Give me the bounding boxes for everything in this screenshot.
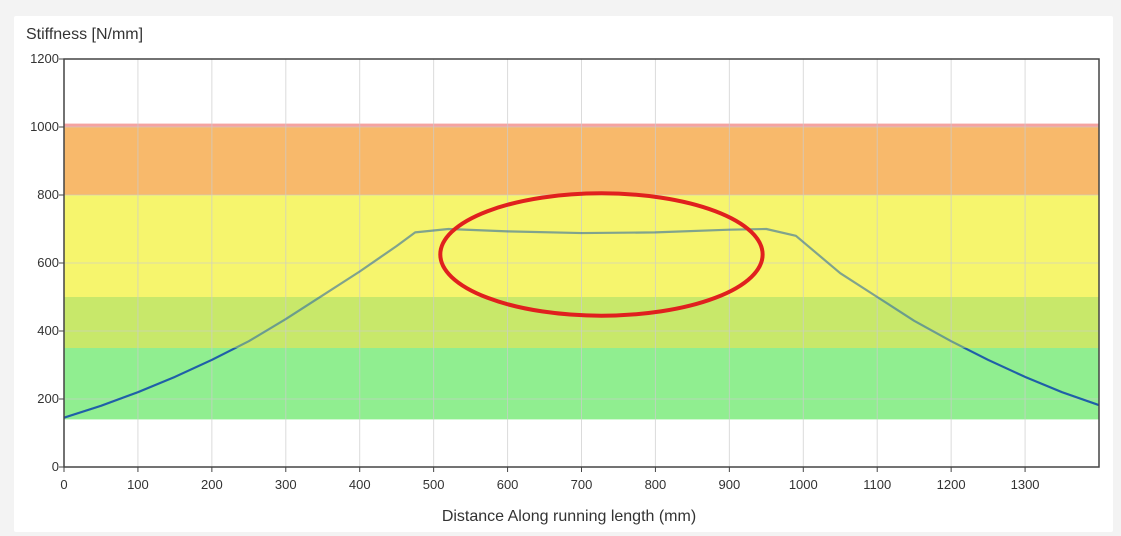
- y-tick-label: 600: [37, 255, 59, 270]
- x-tick-label: 1000: [789, 477, 818, 492]
- x-tick-label: 1300: [1011, 477, 1040, 492]
- x-tick-label: 400: [349, 477, 371, 492]
- y-tick-label: 400: [37, 323, 59, 338]
- chart-panel: 0 100 200 300 400 500 600 700 800 900 1000 1100 1200…: [14, 16, 1113, 532]
- y-tick-label: 0: [52, 459, 59, 474]
- y-tick-label: 200: [37, 391, 59, 406]
- series-layer: [63, 227, 1100, 419]
- series-line-strong-0: [64, 348, 1099, 419]
- x-tick-label: 1100: [863, 477, 891, 492]
- x-tick-label: 0: [60, 477, 67, 492]
- annotation-layer: [438, 191, 765, 318]
- x-tick-label: 800: [645, 477, 667, 492]
- x-tick-label: 500: [423, 477, 445, 492]
- x-tick-label: 600: [497, 477, 519, 492]
- y-tick-label: 1200: [30, 51, 59, 66]
- x-tick-label: 300: [275, 477, 297, 492]
- x-axis-title: Distance Along running length (mm): [442, 508, 696, 525]
- stiffness-chart: 0 100 200 300 400 500 600 700 800 900 1000 1100 1200…: [26, 26, 1100, 525]
- highlight-ellipse: [438, 191, 765, 318]
- x-tick-label: 900: [719, 477, 741, 492]
- y-tick-label: 800: [37, 187, 59, 202]
- y-tick-label: 1000: [30, 119, 59, 134]
- x-tick-label: 100: [127, 477, 149, 492]
- x-tick-label: 700: [571, 477, 593, 492]
- tick-layer: 0 100 200 300 400 500 600 700 800 900 1000 1100 1200…: [30, 51, 1039, 492]
- x-tick-label: 1200: [937, 477, 966, 492]
- y-axis-title: Stiffness [N/mm]: [26, 26, 143, 43]
- x-tick-label: 200: [201, 477, 223, 492]
